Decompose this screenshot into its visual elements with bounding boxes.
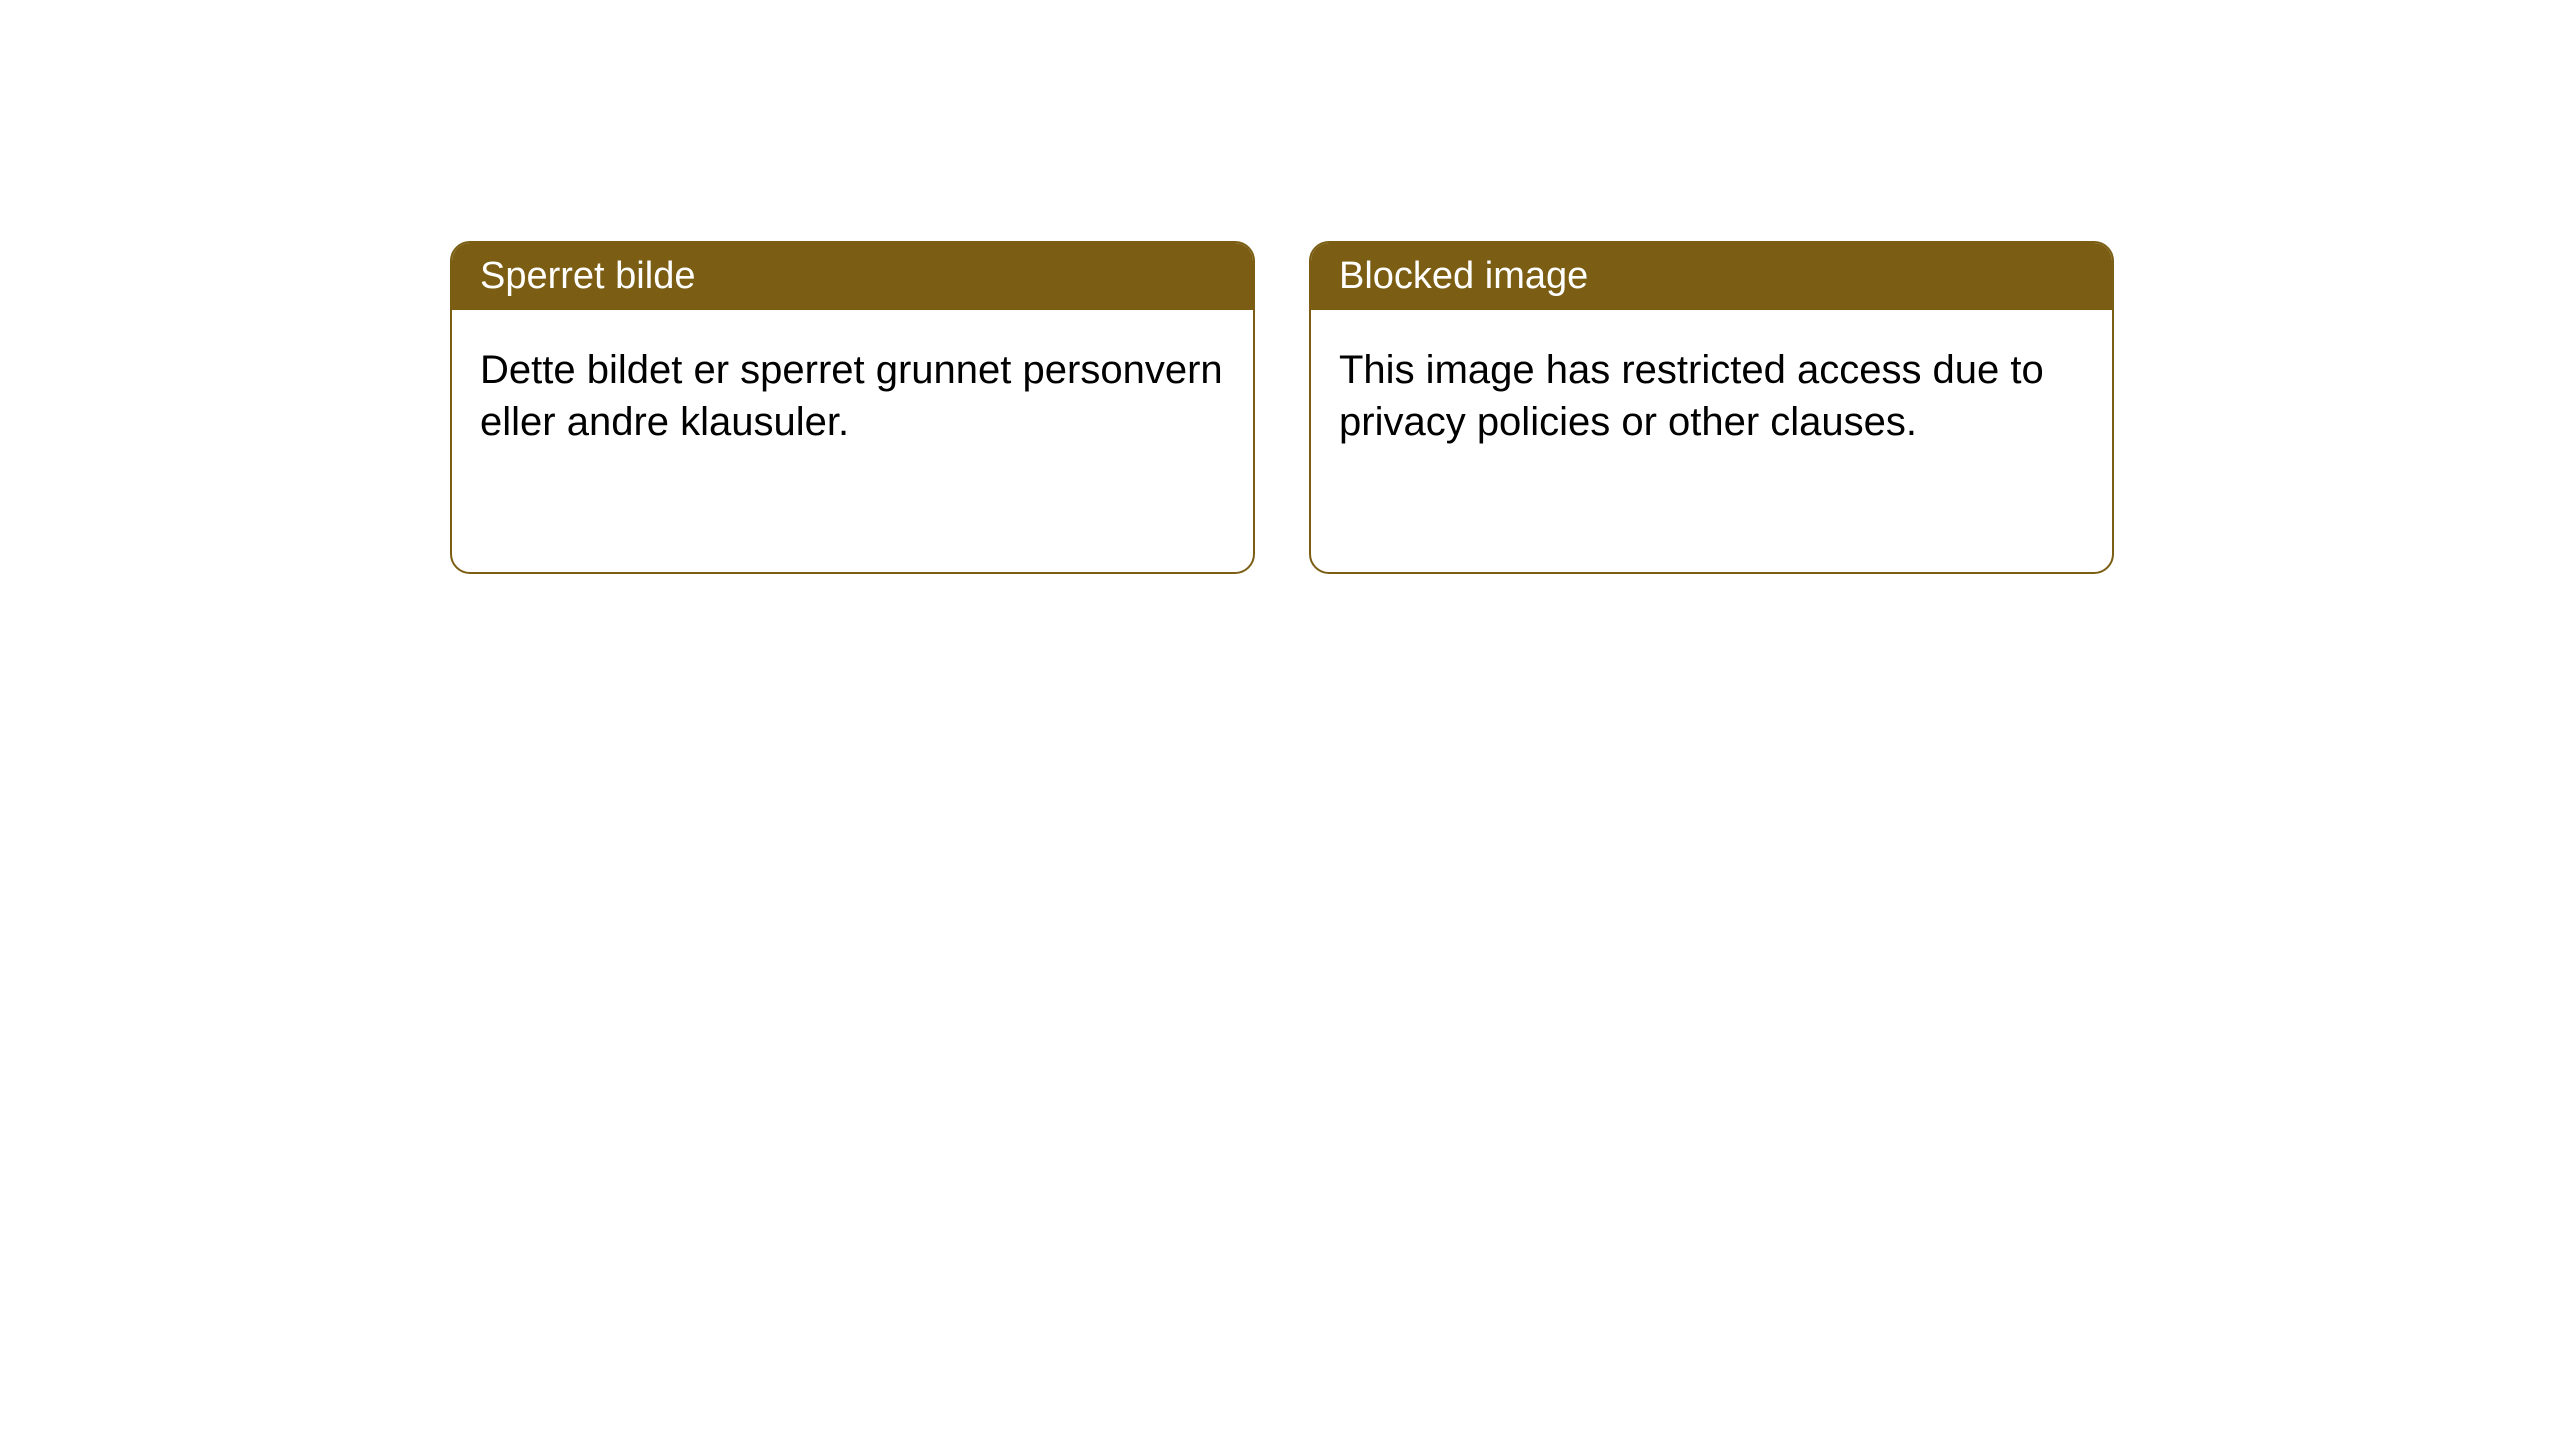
notice-card-norwegian: Sperret bilde Dette bildet er sperret gr… <box>450 241 1255 574</box>
card-title: Sperret bilde <box>480 255 695 297</box>
card-body-text: Dette bildet er sperret grunnet personve… <box>480 348 1223 444</box>
card-body: This image has restricted access due to … <box>1311 310 2112 482</box>
card-title: Blocked image <box>1339 255 1588 297</box>
notice-card-english: Blocked image This image has restricted … <box>1309 241 2114 574</box>
card-body-text: This image has restricted access due to … <box>1339 348 2044 444</box>
card-header: Blocked image <box>1311 243 2112 310</box>
card-header: Sperret bilde <box>452 243 1253 310</box>
notice-container: Sperret bilde Dette bildet er sperret gr… <box>450 241 2114 574</box>
card-body: Dette bildet er sperret grunnet personve… <box>452 310 1253 482</box>
